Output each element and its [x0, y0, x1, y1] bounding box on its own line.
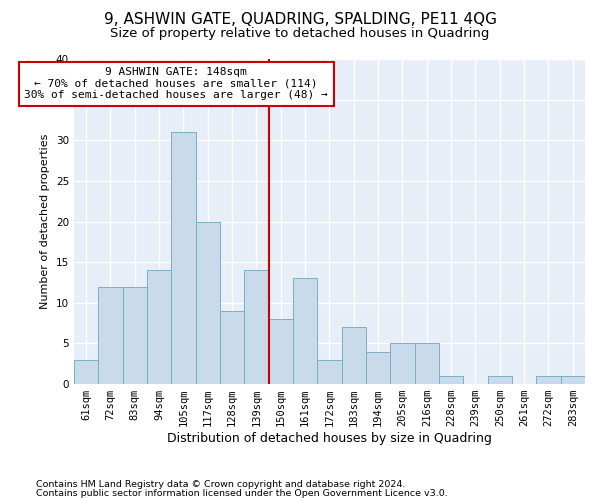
Text: Size of property relative to detached houses in Quadring: Size of property relative to detached ho…: [110, 28, 490, 40]
Text: 9 ASHWIN GATE: 148sqm
← 70% of detached houses are smaller (114)
30% of semi-det: 9 ASHWIN GATE: 148sqm ← 70% of detached …: [24, 67, 328, 100]
Bar: [196, 222, 220, 384]
Bar: [390, 344, 415, 384]
Bar: [244, 270, 269, 384]
Bar: [366, 352, 390, 384]
Bar: [317, 360, 341, 384]
Bar: [536, 376, 560, 384]
Bar: [439, 376, 463, 384]
Text: 9, ASHWIN GATE, QUADRING, SPALDING, PE11 4QG: 9, ASHWIN GATE, QUADRING, SPALDING, PE11…: [104, 12, 497, 28]
Bar: [560, 376, 585, 384]
Bar: [98, 286, 122, 384]
Bar: [74, 360, 98, 384]
Bar: [171, 132, 196, 384]
Bar: [415, 344, 439, 384]
Bar: [269, 319, 293, 384]
Text: Contains public sector information licensed under the Open Government Licence v3: Contains public sector information licen…: [36, 489, 448, 498]
Text: Contains HM Land Registry data © Crown copyright and database right 2024.: Contains HM Land Registry data © Crown c…: [36, 480, 406, 489]
Bar: [293, 278, 317, 384]
X-axis label: Distribution of detached houses by size in Quadring: Distribution of detached houses by size …: [167, 432, 492, 445]
Bar: [147, 270, 171, 384]
Bar: [488, 376, 512, 384]
Y-axis label: Number of detached properties: Number of detached properties: [40, 134, 50, 309]
Bar: [122, 286, 147, 384]
Bar: [220, 311, 244, 384]
Bar: [341, 327, 366, 384]
